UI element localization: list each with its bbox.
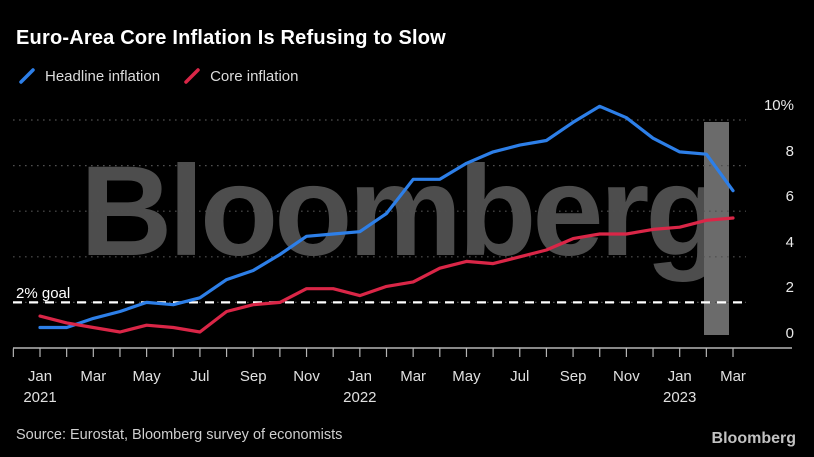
source-text: Source: Eurostat, Bloomberg survey of ec… <box>16 427 343 443</box>
chart-title: Euro-Area Core Inflation Is Refusing to … <box>16 27 446 49</box>
legend-item-headline: Headline inflation <box>17 66 160 86</box>
goal-annotation-label: 2% goal <box>16 285 71 302</box>
legend-label-headline: Headline inflation <box>45 67 161 85</box>
core-line-swatch-icon <box>184 68 200 84</box>
series-line-headline <box>38 104 735 330</box>
series-line-core <box>38 216 735 334</box>
bloomberg-logo: Bloomberg <box>711 430 796 447</box>
chart-legend: Headline inflation Core inflation <box>17 66 298 86</box>
legend-label-core: Core inflation <box>210 67 299 85</box>
headline-line-swatch-icon <box>19 68 35 84</box>
legend-item-core: Core inflation <box>182 66 298 86</box>
